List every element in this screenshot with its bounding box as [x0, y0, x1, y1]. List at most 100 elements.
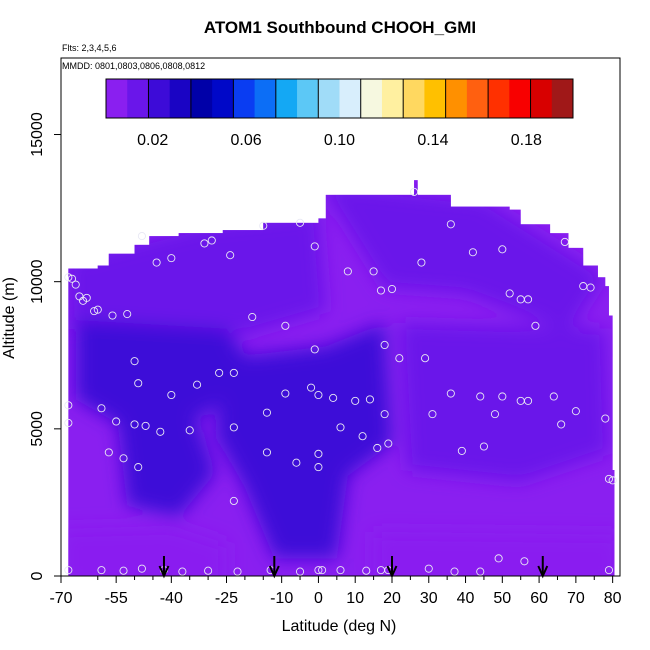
y-tick-label: 10000: [29, 259, 46, 304]
observation-point: [204, 566, 213, 575]
observation-markers: [64, 187, 617, 576]
chart-title: ATOM1 Southbound CHOOH_GMI: [203, 18, 477, 37]
observation-point: [373, 443, 382, 453]
observation-point: [387, 284, 397, 294]
observation-point: [104, 448, 113, 457]
observation-point: [137, 232, 146, 241]
observation-point: [336, 566, 345, 575]
observation-point: [123, 310, 132, 319]
observation-point: [314, 449, 323, 458]
observation-point: [119, 566, 128, 575]
colorbar-swatch: [424, 79, 447, 118]
colorbar-tick-label: 0.10: [324, 132, 355, 149]
colorbar-swatch: [360, 79, 383, 118]
observation-point: [64, 273, 73, 282]
observation-point: [229, 496, 238, 505]
observation-point: [307, 383, 316, 392]
observation-point: [446, 389, 455, 398]
observation-point: [524, 295, 533, 304]
colorbar-tick-label: 0.02: [137, 132, 168, 149]
observation-point: [560, 237, 569, 246]
colorbar-swatch: [233, 79, 255, 118]
observation-point: [358, 432, 367, 441]
observation-point: [67, 274, 77, 283]
x-tick-label: 40: [457, 590, 475, 607]
observation-point: [130, 357, 139, 366]
observation-point: [185, 426, 194, 435]
observation-point: [193, 380, 202, 389]
observation-point: [90, 307, 99, 316]
colorbar-swatch: [339, 79, 362, 118]
x-tick-label: 80: [604, 590, 622, 607]
observation-point: [200, 239, 209, 248]
observation-point: [215, 368, 224, 377]
observation-point: [281, 321, 290, 330]
observation-point: [97, 404, 106, 413]
observation-point: [604, 474, 614, 483]
observation-point: [310, 345, 319, 354]
observation-point: [376, 286, 386, 295]
observation-point: [571, 407, 580, 416]
observation-point: [343, 267, 352, 276]
observation-point: [318, 566, 327, 575]
observation-point: [207, 236, 216, 245]
observation-point: [369, 267, 378, 276]
y-tick-label: 5000: [29, 411, 46, 447]
observation-point: [134, 463, 143, 472]
x-tick-label: 60: [530, 590, 548, 607]
observation-point: [152, 258, 161, 267]
y-tick-label: 0: [29, 571, 46, 580]
axes: -70 -55 -40 -25 -10 0 10 20 30 40 50 60 70 80 0 5000 100…: [29, 112, 622, 607]
observation-point: [549, 392, 558, 401]
observation-point: [314, 566, 323, 575]
observation-point: [446, 220, 455, 229]
colorbar-swatch: [403, 79, 425, 118]
observation-point: [112, 417, 121, 426]
colorbar-swatch: [190, 79, 213, 118]
observation-point: [141, 421, 150, 430]
observation-point: [262, 448, 271, 457]
observation-point: [281, 389, 290, 398]
field-region-northern-upper-troposphere: [318, 181, 606, 332]
observation-point: [314, 390, 323, 400]
colorbar-swatch: [275, 79, 298, 118]
dates-note: MMDD: 0801,0803,0806,0808,0812: [62, 61, 206, 71]
x-tick-label: 50: [493, 590, 511, 607]
observation-point: [410, 187, 419, 196]
colorbar-swatch: [127, 79, 149, 118]
observation-point: [557, 420, 566, 429]
observation-point: [292, 458, 301, 467]
observation-point: [229, 368, 238, 377]
colorbar-swatch: [551, 79, 574, 118]
observation-point: [380, 410, 389, 419]
colorbar-swatch: [297, 79, 319, 118]
flights-note: Flts: 2,3,4,5,6: [62, 43, 117, 53]
colorbar-swatch: [509, 79, 531, 118]
observation-point: [498, 392, 507, 401]
observation-point: [520, 557, 529, 566]
x-tick-label: -70: [49, 590, 72, 607]
x-tick-label: 10: [346, 590, 364, 607]
field-region-southern-mid-troposphere: [75, 319, 253, 429]
observation-point: [417, 258, 426, 267]
colorbar-swatch: [466, 79, 489, 118]
field-region-boundary-layer: [373, 531, 615, 577]
observation-point: [384, 439, 393, 448]
observation-point: [64, 401, 73, 410]
observation-point: [310, 242, 319, 251]
x-tick-label: 70: [567, 590, 585, 607]
x-tick-label: 20: [383, 590, 401, 607]
observation-point: [167, 390, 176, 400]
field-region-tropical-lower-troposphere: [116, 399, 216, 518]
observation-point: [604, 566, 614, 575]
observation-point: [329, 393, 338, 402]
observation-point: [64, 418, 73, 428]
observation-point: [259, 221, 268, 230]
observation-point: [64, 566, 73, 575]
observation-point: [395, 354, 404, 363]
observation-point: [295, 218, 305, 227]
observation-point: [505, 289, 514, 298]
observation-point: [108, 311, 117, 320]
field-region-northern-mid-troposphere: [399, 322, 609, 482]
